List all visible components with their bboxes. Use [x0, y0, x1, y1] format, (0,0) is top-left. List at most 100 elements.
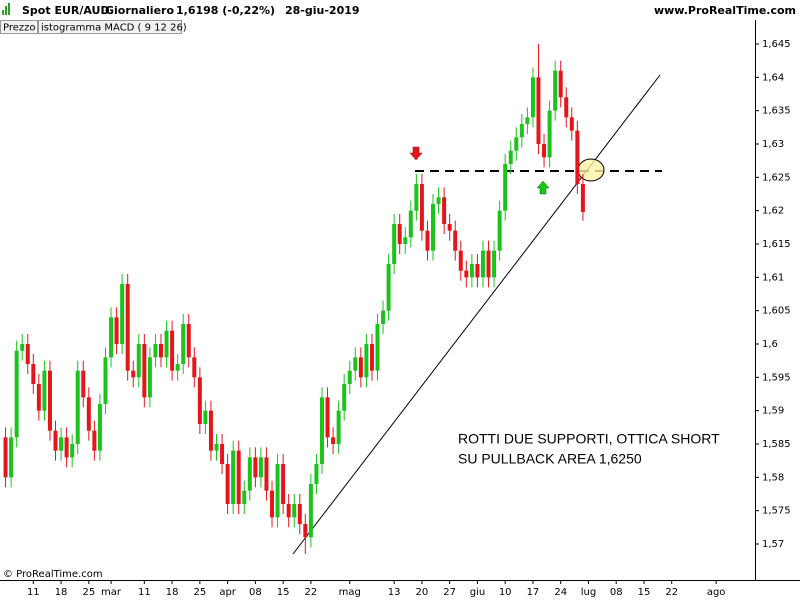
x-tick-label: 18	[166, 587, 179, 598]
y-tick-label: 1,64	[762, 72, 784, 83]
candle-body	[103, 357, 108, 404]
candle-body	[314, 464, 319, 484]
candle-body	[136, 344, 141, 378]
header-bar	[0, 0, 800, 20]
trend-line	[292, 74, 661, 555]
x-tick-label: 10	[499, 587, 512, 598]
y-tick-label: 1,645	[762, 39, 791, 50]
candle-body	[9, 437, 14, 478]
candle-body	[536, 77, 541, 144]
candle-body	[297, 504, 302, 524]
candle-body	[236, 450, 241, 504]
y-tick-label: 1,575	[762, 506, 791, 517]
candle-body	[208, 410, 213, 451]
candle-body	[347, 370, 352, 384]
x-tick-label: mar	[101, 587, 122, 598]
candle-body	[3, 437, 8, 478]
candle-body	[397, 224, 402, 244]
candle-body	[270, 490, 275, 518]
candle-body	[569, 117, 574, 131]
candle-body	[431, 204, 436, 251]
y-tick-label: 1,57	[762, 539, 784, 550]
candle-body	[425, 230, 430, 251]
candle-body	[558, 70, 563, 98]
candle-body	[258, 457, 263, 478]
date: 28-giu-2019	[285, 4, 360, 17]
candle-body	[131, 370, 136, 378]
tab-label: Prezzo	[3, 23, 36, 34]
candle-body	[436, 197, 441, 204]
candle-body	[170, 330, 175, 371]
y-tick-label: 1,63	[762, 139, 784, 150]
candle-body	[14, 350, 19, 438]
x-tick-label: 17	[527, 587, 540, 598]
candle-body	[203, 410, 208, 424]
candle-body	[547, 110, 552, 158]
period: Giornaliero	[105, 4, 174, 17]
instrument: Spot EUR/AUD	[22, 4, 110, 17]
candle-body	[514, 137, 519, 151]
candle-body	[158, 344, 163, 358]
candle-body	[225, 464, 230, 504]
candle-body	[447, 224, 452, 231]
candle-body	[175, 364, 180, 371]
tab[interactable]	[0, 20, 38, 34]
tab[interactable]	[38, 20, 182, 34]
candle-body	[181, 324, 186, 364]
candle-body	[342, 384, 347, 411]
x-tick-label: 27	[443, 587, 456, 598]
x-tick-label: ago	[707, 587, 726, 598]
candle-body	[242, 490, 247, 504]
candle-body	[75, 370, 80, 444]
x-tick-label: giu	[470, 587, 485, 598]
candle-body	[47, 370, 52, 431]
y-tick-label: 1,6	[762, 339, 778, 350]
y-tick-label: 1,62	[762, 206, 784, 217]
candle-body	[442, 197, 447, 224]
y-tick-label: 1,615	[762, 239, 791, 250]
candle-body	[497, 210, 502, 251]
candle-body	[403, 237, 408, 244]
candle-body	[214, 444, 219, 451]
candle-body	[508, 150, 513, 164]
x-tick-label: 11	[138, 587, 151, 598]
x-tick-label: 24	[554, 587, 567, 598]
candle-body	[519, 124, 524, 138]
candle-body	[325, 397, 330, 438]
y-tick-label: 1,59	[762, 406, 784, 417]
candle-body	[231, 450, 236, 504]
candle-body	[464, 270, 469, 278]
candle-body	[275, 464, 280, 518]
down-arrow	[409, 146, 423, 161]
candle-body	[486, 250, 491, 278]
candle-body	[92, 430, 97, 451]
candle-body	[331, 437, 336, 444]
candle-body	[36, 384, 41, 411]
annotation: ROTTI DUE SUPPORTI, OTTICA SHORT	[458, 431, 720, 447]
x-tick-label: 15	[638, 587, 651, 598]
candle-body	[31, 364, 36, 384]
candle-body	[86, 397, 91, 431]
candle-body	[475, 264, 480, 278]
y-tick-label: 1,625	[762, 172, 791, 183]
candle-body	[286, 504, 291, 518]
x-tick-label: 11	[27, 587, 40, 598]
candle-body	[381, 310, 386, 324]
x-tick-label: 22	[305, 587, 318, 598]
logo-icon	[2, 3, 10, 15]
footer: © ProRealTime.com	[3, 569, 103, 580]
candle-body	[42, 370, 47, 411]
x-tick-label: mag	[339, 587, 361, 598]
candle-body	[147, 357, 152, 398]
candle-body	[369, 344, 374, 371]
x-tick-label: 25	[82, 587, 95, 598]
up-arrow	[536, 180, 550, 195]
candle-body	[109, 317, 114, 358]
candle-body	[253, 457, 258, 478]
candle-body	[336, 410, 341, 444]
candle-body	[192, 357, 197, 378]
candle-body	[120, 284, 125, 344]
candle-body	[164, 330, 169, 358]
